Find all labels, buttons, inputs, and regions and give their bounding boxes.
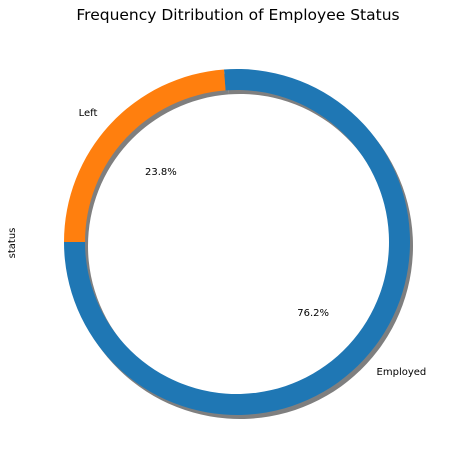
chart-title: Frequency Ditribution of Employee Status (76, 6, 399, 24)
slices (64, 69, 410, 415)
slice-pct-left: 23.8% (145, 167, 177, 178)
y-axis-label: status (7, 228, 18, 259)
slice-pct-employed: 76.2% (297, 308, 329, 319)
slice-label-left: Left (79, 108, 98, 119)
slice-label-employed: Employed (377, 367, 427, 378)
